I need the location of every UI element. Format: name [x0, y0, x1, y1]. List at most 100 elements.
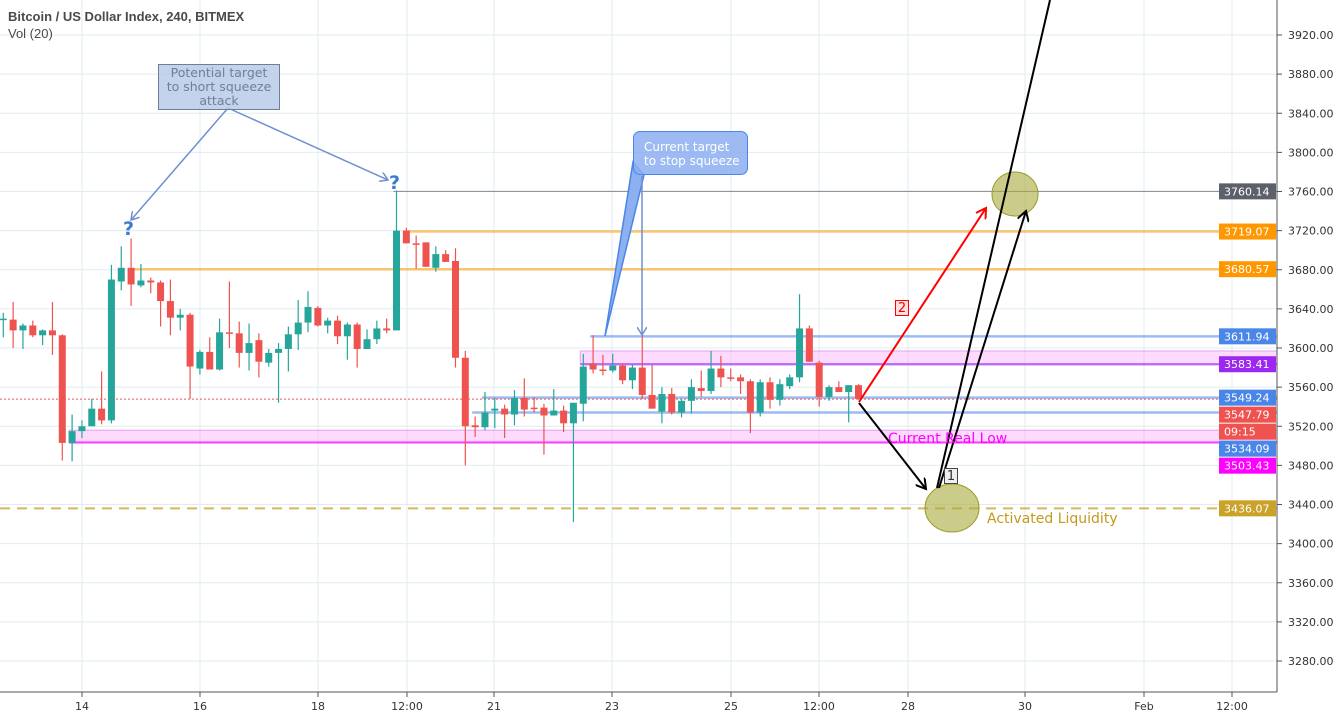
candle-body [796, 328, 804, 378]
level-price-label-box [1219, 183, 1276, 200]
candle-body [39, 330, 47, 336]
level-price-label: 3719.07 [1224, 226, 1270, 239]
candle-body [166, 301, 174, 318]
candle-body [658, 393, 666, 412]
level-price-label: 3436.07 [1224, 502, 1270, 515]
arrow-to-second-high [227, 107, 388, 180]
price-tick-label: 3400.00 [1288, 538, 1334, 551]
note-stop-squeeze[interactable]: Current target to stop squeeze [633, 131, 748, 175]
candle-body [835, 387, 843, 393]
time-tick-label: 18 [311, 700, 325, 713]
question-mark-first: ? [123, 218, 135, 240]
level-price-label-box [1219, 457, 1276, 474]
path-2-label: 2 [895, 300, 909, 316]
candle-body [845, 385, 853, 393]
level-zone [68, 429, 1278, 443]
candle-body [383, 328, 391, 331]
candle-body [275, 348, 283, 353]
candle-body [746, 381, 754, 413]
level-price-label-box [1219, 356, 1276, 373]
candle-body [737, 377, 745, 382]
candle-body [196, 351, 204, 369]
candle-body [619, 365, 627, 381]
time-tick-label: 30 [1018, 700, 1032, 713]
drawings [131, 0, 1051, 533]
activated-liquidity-label: Activated Liquidity [987, 511, 1118, 527]
target-ellipse-top [991, 171, 1039, 217]
candle-body [353, 324, 361, 349]
time-tick-label: 21 [487, 700, 501, 713]
time-tick-label: 12:00 [1216, 700, 1248, 713]
volume-indicator-label[interactable]: Vol (20) [8, 26, 53, 41]
time-tick-label: 14 [75, 700, 89, 713]
candle-body [589, 363, 597, 370]
price-axis-background [1277, 0, 1334, 717]
candle-body [176, 314, 184, 318]
time-axis-background [0, 692, 1277, 717]
price-tick-label: 3320.00 [1288, 616, 1334, 629]
candle-body [0, 318, 7, 321]
candle-body [343, 324, 351, 337]
candle-body [107, 279, 115, 421]
time-tick-label: 25 [724, 700, 738, 713]
price-tick-label: 3640.00 [1288, 303, 1334, 316]
candle-body [501, 408, 509, 415]
candle-body [510, 397, 518, 415]
candle-body [569, 402, 577, 424]
candle-body [363, 339, 371, 349]
candle-body [776, 384, 784, 400]
candles [0, 190, 863, 523]
question-mark-second: ? [389, 172, 401, 194]
candle-body [855, 385, 863, 399]
level-price-label-box [1219, 389, 1276, 406]
candle-body [402, 230, 410, 244]
path-1-label: 1 [944, 468, 958, 484]
time-tick-label: 12:00 [803, 700, 835, 713]
candle-body [206, 351, 214, 370]
level-price-label-box [1219, 328, 1276, 345]
candle-body [687, 387, 695, 401]
candle-body [815, 362, 823, 397]
symbol-title[interactable]: Bitcoin / US Dollar Index, 240, BITMEX [8, 9, 245, 24]
candle-body [451, 260, 459, 358]
path-1-line-up [936, 0, 1051, 489]
candle-body [324, 320, 332, 326]
last-price-label: 3547.79 [1224, 409, 1270, 422]
candle-body [304, 306, 312, 323]
note-short-squeeze[interactable]: Potential target to short squeeze attack [158, 64, 280, 110]
candle-body [186, 314, 194, 367]
candle-body [48, 330, 56, 336]
callout-tail [604, 160, 645, 337]
candle-body [294, 322, 302, 335]
candle-body [58, 335, 66, 443]
price-tick-label: 3720.00 [1288, 225, 1334, 238]
candle-body [127, 267, 135, 285]
candle-body [284, 334, 292, 349]
level-zones [68, 350, 1278, 443]
level-zone [579, 350, 1278, 365]
candle-body [628, 367, 636, 381]
candle-body [609, 365, 617, 371]
candle-body [766, 382, 774, 400]
price-tick-label: 3840.00 [1288, 107, 1334, 120]
arrow-to-first-high [131, 107, 229, 220]
arrow-path-2 [858, 208, 986, 403]
time-tick-label: 12:00 [391, 700, 423, 713]
current-real-low-label: Current Real Low [888, 431, 1008, 447]
arrow-path-1-down [858, 402, 926, 489]
candle-body [471, 425, 479, 428]
candle-body [255, 340, 263, 362]
candle-body [805, 328, 813, 362]
candle-body [98, 408, 106, 421]
candle-body [560, 410, 568, 424]
candle-body [550, 410, 558, 416]
time-tick-label: 28 [901, 700, 915, 713]
price-tick-label: 3480.00 [1288, 459, 1334, 472]
candle-body [825, 387, 833, 397]
price-tick-label: 3520.00 [1288, 420, 1334, 433]
candle-body [78, 426, 86, 432]
price-tick-label: 3280.00 [1288, 655, 1334, 668]
level-price-label: 3534.09 [1224, 443, 1270, 456]
level-price-label: 3503.43 [1224, 460, 1270, 473]
